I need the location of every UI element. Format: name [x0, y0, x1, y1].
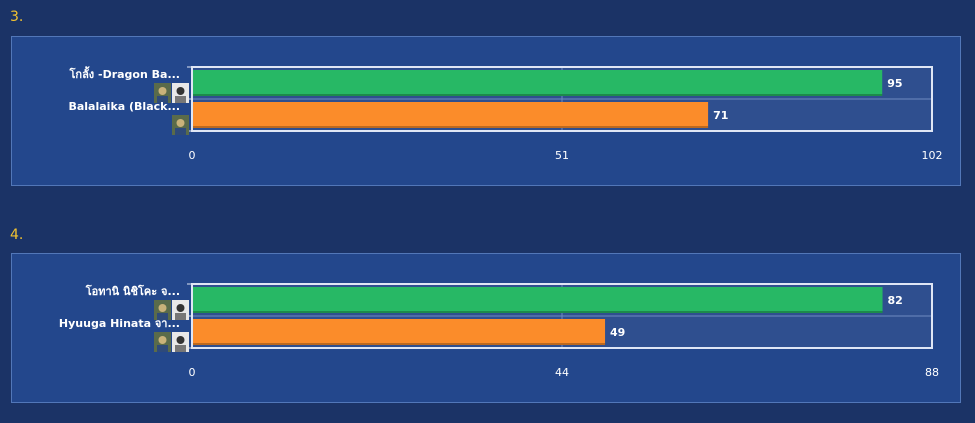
category-label: โอทานิ นิชิโคะ จ...	[85, 284, 180, 298]
bar-value-label: 82	[888, 294, 903, 307]
chart-panel: 0 51 102 95 โกลั้ง -Dragon Ba... 71 Balalaika …	[11, 36, 961, 186]
character-thumbnail	[172, 332, 189, 352]
x-tick-label: 102	[922, 149, 943, 162]
section-number: 3.	[10, 9, 24, 25]
section-number: 4.	[10, 227, 24, 243]
character-thumbnail	[154, 300, 171, 320]
bar-value-label: 49	[610, 326, 625, 339]
x-tick-label: 51	[555, 149, 569, 162]
bar-shadow	[193, 343, 606, 345]
bar-chart: 0 51 102 95 โกลั้ง -Dragon Ba... 71 Balalaika …	[68, 66, 943, 162]
bar	[193, 102, 709, 128]
bar-shadow	[193, 94, 883, 96]
bar	[193, 70, 883, 96]
category-label: Hyuuga Hinata จา...	[59, 317, 180, 330]
bar-chart: 0 44 88 82 โอทานิ นิชิโคะ จ... 49 Hyuuga Hinat…	[59, 283, 939, 379]
x-tick-label: 44	[555, 366, 569, 379]
chart-panel: 0 44 88 82 โอทานิ นิชิโคะ จ... 49 Hyuuga Hinat…	[11, 253, 961, 403]
character-thumbnail	[172, 300, 189, 320]
x-tick-label: 88	[925, 366, 939, 379]
bar	[193, 287, 883, 313]
category-label: Balalaika (Black...	[68, 100, 180, 113]
x-tick-label: 0	[189, 149, 196, 162]
character-thumbnail	[172, 115, 189, 135]
character-thumbnail	[154, 83, 171, 103]
category-label: โกลั้ง -Dragon Ba...	[69, 66, 181, 81]
bar-value-label: 95	[887, 77, 902, 90]
bar-shadow	[193, 311, 883, 313]
character-thumbnail	[172, 83, 189, 103]
x-tick-label: 0	[189, 366, 196, 379]
bar-shadow	[193, 126, 709, 128]
character-thumbnail	[154, 332, 171, 352]
bar	[193, 319, 606, 345]
bar-value-label: 71	[713, 109, 728, 122]
